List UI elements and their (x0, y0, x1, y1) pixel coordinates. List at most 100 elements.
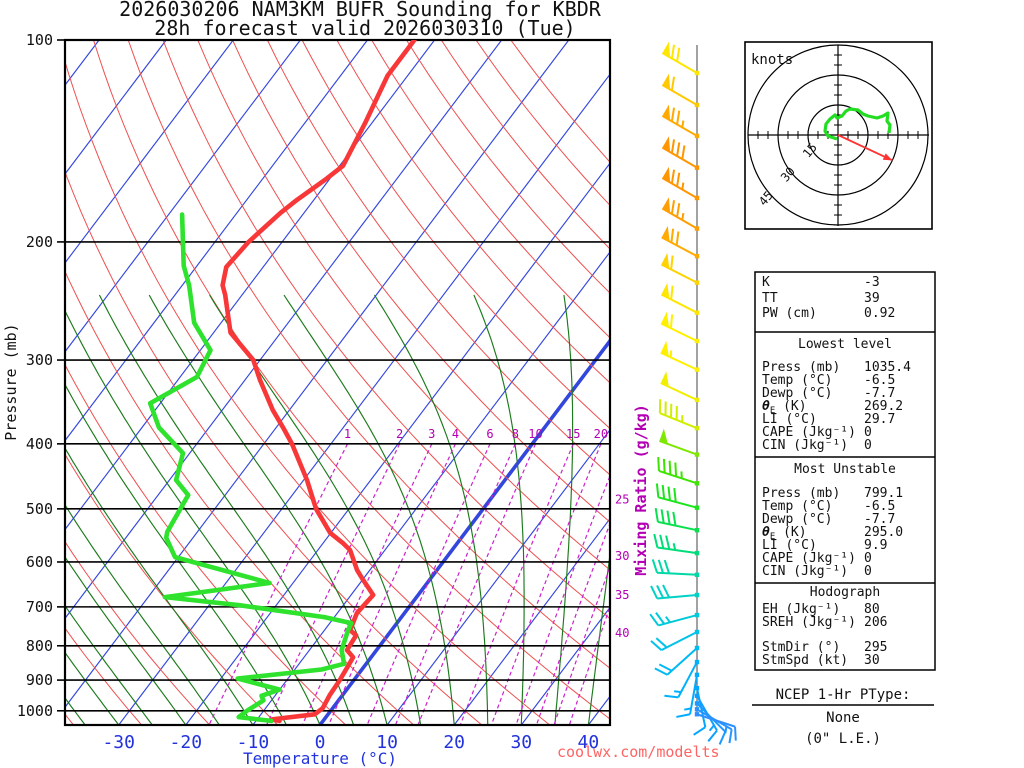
index-section-heading: Hodograph (810, 585, 880, 600)
dry-adiabat (266, 40, 610, 476)
index-row-value: 0 (864, 564, 872, 579)
wind-barb (660, 252, 700, 285)
dry-adiabat (65, 363, 347, 725)
wind-barb-station-dot (694, 195, 700, 201)
dry-adiabat (162, 40, 610, 620)
isotherm (65, 40, 368, 442)
wind-barb-pennant (662, 166, 671, 183)
sounding-traces (147, 40, 417, 724)
wind-barb (650, 629, 700, 652)
dry-adiabat (197, 40, 610, 571)
hodograph-trace (823, 107, 892, 141)
wind-barb-full (663, 559, 670, 574)
wind-barb-station-dot (694, 397, 700, 403)
wind-barb-full (653, 533, 659, 548)
moist-adiabat (65, 309, 321, 725)
wind-barb (664, 659, 700, 699)
wind-barb-pennant (661, 311, 670, 328)
pressure-tick-label: 900 (26, 671, 53, 689)
isotherm (65, 40, 234, 264)
index-row-label: Dewp (°C) (762, 512, 832, 527)
index-row-label: Temp (°C) (762, 373, 832, 388)
wind-barb (661, 41, 700, 76)
wind-barb-full (657, 456, 660, 471)
wind-barb-pennant (662, 197, 671, 214)
temperature-tick-label: 30 (510, 732, 532, 753)
wind-barb-full (662, 584, 671, 598)
pressure-tick-label: 400 (26, 435, 53, 453)
wind-barb-full (670, 255, 674, 270)
index-row-value: 799.1 (864, 486, 903, 501)
moist-adiabat (65, 555, 187, 725)
index-row-value: -7.7 (864, 512, 895, 527)
index-row-value: 0 (864, 551, 872, 566)
wind-barb-half (672, 543, 677, 551)
mixing-ratio-line (328, 443, 456, 725)
mixing-ratio-label: 8 (512, 427, 519, 441)
mixing-ratio-line (459, 443, 574, 725)
dry-adiabat (371, 40, 610, 339)
mixing-ratio-line (515, 474, 610, 725)
wind-barb-full (661, 484, 666, 499)
wind-barb-pennant (662, 41, 671, 58)
index-section-heading: Lowest level (798, 337, 892, 352)
wind-barb-station-dot (694, 452, 700, 457)
index-row-label: LI (°C) (762, 412, 817, 427)
mixing-ratio-label: 6 (486, 427, 493, 441)
temperature-tick-label: 20 (443, 732, 465, 753)
wind-barb-full (662, 458, 666, 473)
index-row-label: TT (762, 291, 778, 306)
isotherm (386, 428, 610, 725)
wind-barb-full (707, 729, 718, 742)
wind-barb-station-dot (694, 707, 700, 712)
wind-barb (650, 584, 700, 600)
wind-barb-half (674, 690, 682, 694)
wind-barb-full (669, 314, 674, 329)
index-row-value: 0.92 (864, 306, 895, 321)
isotherm (65, 40, 167, 175)
mixing-ratio-line (208, 443, 349, 725)
wind-barb-full (655, 483, 660, 498)
dewpoint-trace (147, 212, 354, 724)
wind-barb (654, 507, 700, 533)
wind-barb-full (660, 509, 665, 524)
index-row-value: -6.5 (864, 373, 895, 388)
moist-adiabat (473, 294, 525, 725)
wind-barb-station-dot (694, 693, 700, 699)
wind-barb-full (650, 640, 663, 651)
wind-barb (661, 104, 700, 139)
wind-barb (660, 340, 700, 372)
wind-barb-half (681, 182, 685, 190)
dry-adiabat (301, 40, 610, 430)
wind-barb-full (676, 203, 681, 218)
index-row-value: 1035.4 (864, 360, 911, 375)
index-row-value: 9.9 (864, 538, 887, 553)
moist-adiabat (65, 503, 220, 725)
hodograph-ring-label: 45 (756, 188, 776, 208)
moist-adiabat (65, 447, 254, 725)
mixing-ratio-label: 4 (452, 427, 459, 441)
moist-adiabat (283, 294, 455, 725)
mixing-ratio-label: 40 (615, 626, 629, 640)
index-row-label: PW (cm) (762, 306, 817, 321)
wind-barb-station-dot (694, 592, 700, 598)
index-row-value: 30 (864, 653, 880, 668)
dry-adiabat (65, 60, 551, 725)
wind-barb-half (708, 724, 715, 732)
wind-barb (660, 282, 700, 315)
hodograph-ring-label: 15 (800, 140, 820, 160)
hodograph-border (744, 41, 933, 230)
pressure-tick-label: 500 (26, 500, 53, 518)
wind-barb-full (654, 667, 668, 676)
temperature-tick-label: -30 (102, 732, 135, 753)
hodograph-units-label: knots (751, 52, 793, 68)
moist-adiabat (98, 294, 355, 725)
pressure-axis-label: Pressure (mb) (2, 323, 20, 440)
wind-barb-staff (660, 631, 698, 652)
wind-barb (661, 136, 700, 170)
index-row-label: θE (K) (762, 399, 807, 416)
index-row-label: Temp (°C) (762, 499, 832, 514)
wind-barb-full (670, 44, 676, 59)
